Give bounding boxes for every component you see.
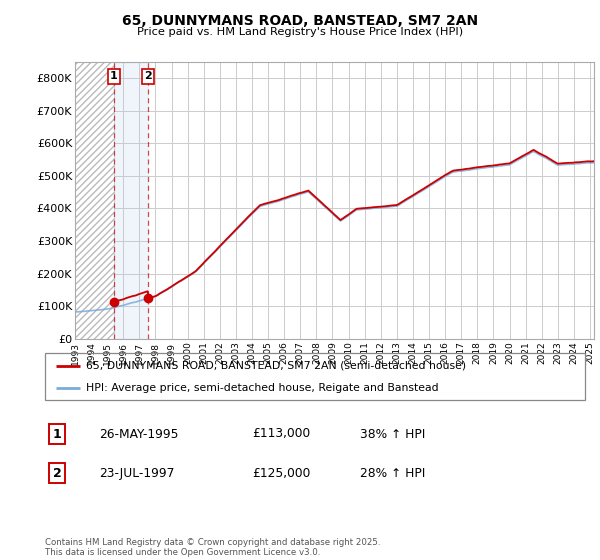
Text: 1: 1 bbox=[110, 71, 118, 81]
Text: 1: 1 bbox=[53, 427, 61, 441]
Text: 23-JUL-1997: 23-JUL-1997 bbox=[99, 466, 175, 480]
Text: 2: 2 bbox=[53, 466, 61, 480]
Text: £113,000: £113,000 bbox=[252, 427, 310, 441]
Text: Contains HM Land Registry data © Crown copyright and database right 2025.
This d: Contains HM Land Registry data © Crown c… bbox=[45, 538, 380, 557]
Text: 2: 2 bbox=[145, 71, 152, 81]
Text: 26-MAY-1995: 26-MAY-1995 bbox=[99, 427, 179, 441]
Text: HPI: Average price, semi-detached house, Reigate and Banstead: HPI: Average price, semi-detached house,… bbox=[86, 382, 438, 393]
Text: £125,000: £125,000 bbox=[252, 466, 310, 480]
Text: 38% ↑ HPI: 38% ↑ HPI bbox=[360, 427, 425, 441]
Text: Price paid vs. HM Land Registry's House Price Index (HPI): Price paid vs. HM Land Registry's House … bbox=[137, 27, 463, 37]
Bar bbox=[113, 62, 148, 339]
Text: 65, DUNNYMANS ROAD, BANSTEAD, SM7 2AN (semi-detached house): 65, DUNNYMANS ROAD, BANSTEAD, SM7 2AN (s… bbox=[86, 361, 466, 371]
Text: 28% ↑ HPI: 28% ↑ HPI bbox=[360, 466, 425, 480]
Text: 65, DUNNYMANS ROAD, BANSTEAD, SM7 2AN: 65, DUNNYMANS ROAD, BANSTEAD, SM7 2AN bbox=[122, 14, 478, 28]
